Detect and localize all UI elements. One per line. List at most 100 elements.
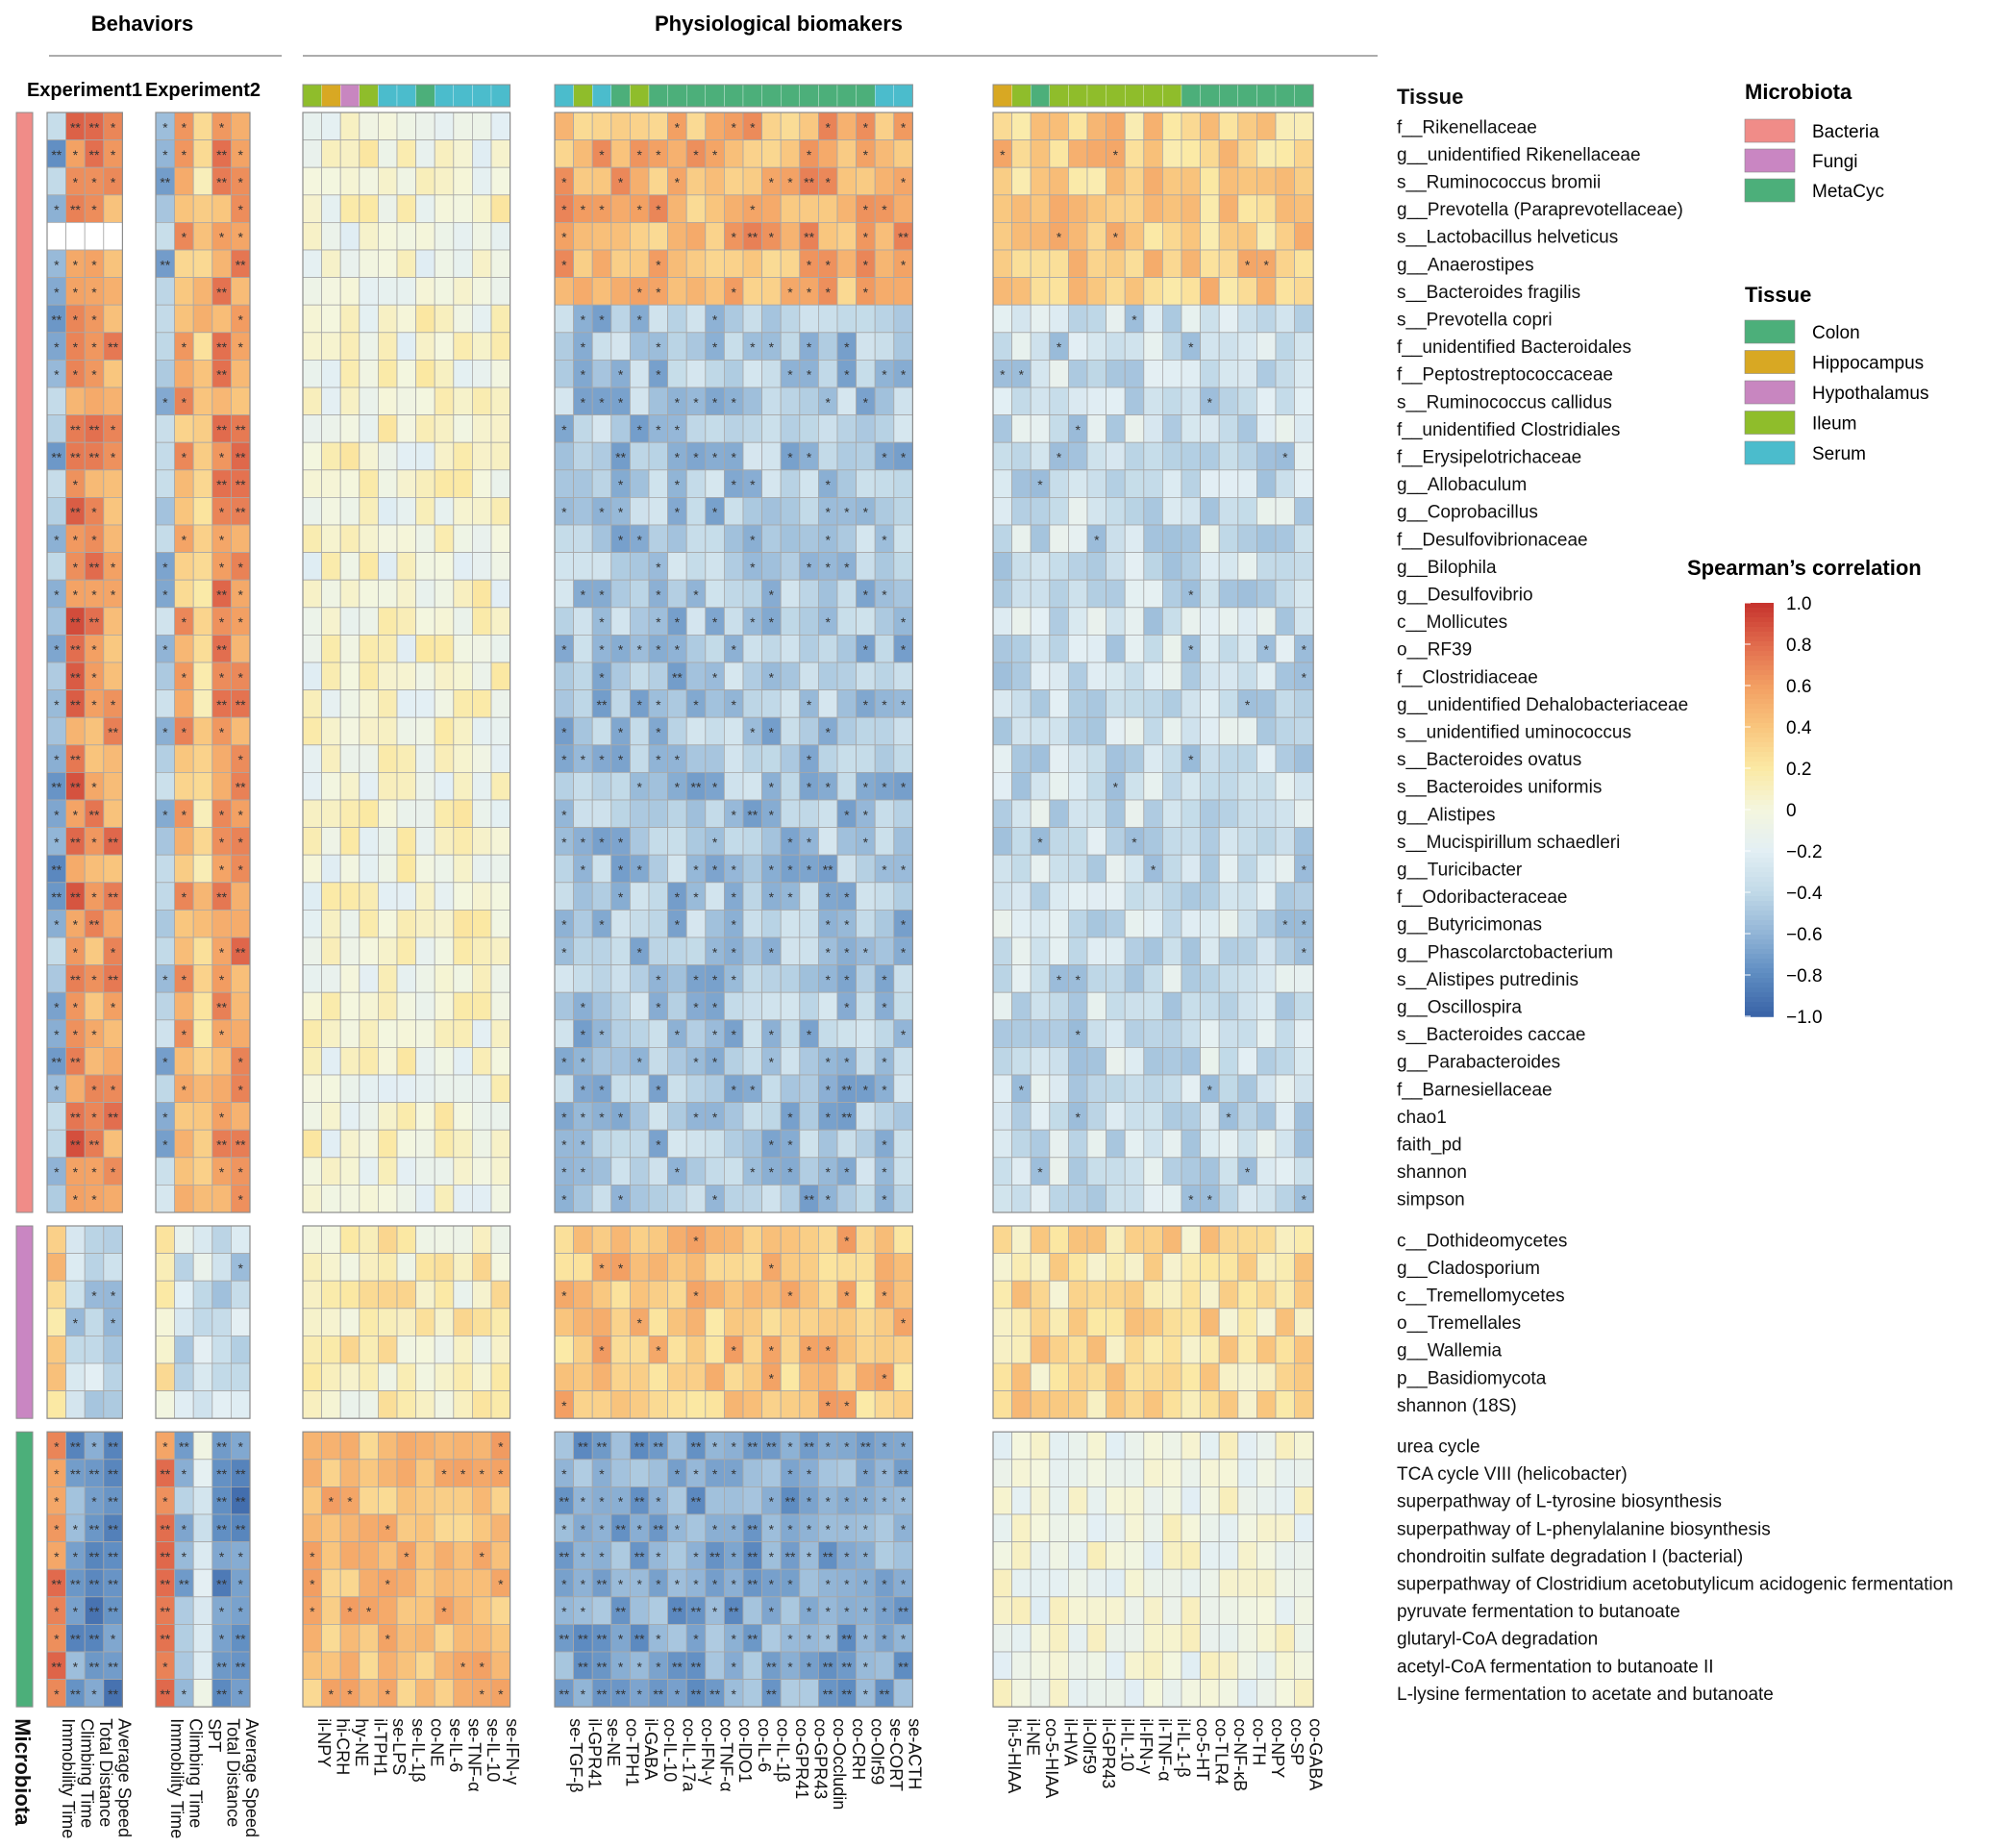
cell-2-1-48 [321,1459,341,1487]
cell-1-1-42 [174,1280,194,1310]
colorbar-segment [1745,766,1774,772]
sig-mark: ** [70,505,81,520]
sig-mark: * [1302,642,1307,658]
col-label: Average Speed [115,1718,135,1837]
row-label: g__Prevotella (Paraprevotellaceae) [1397,200,1683,220]
cell-4-8-48 [1143,1459,1163,1487]
sig-mark: * [863,697,869,712]
sig-mark: ** [597,1439,608,1455]
cell-3-14-33 [818,1019,838,1048]
cell-4-16-45 [1294,1362,1314,1392]
sig-mark: * [882,1632,887,1647]
sig-mark: * [162,560,168,575]
cell-4-9-40 [1162,1225,1182,1255]
cell-4-2-53 [1030,1596,1051,1625]
sig-mark: * [162,587,168,603]
cell-4-0-49 [992,1486,1013,1515]
cell-2-3-46 [359,1390,379,1419]
sig-mark: * [636,780,642,795]
cell-3-5-4 [648,221,669,251]
cell-4-0-39 [992,1185,1013,1213]
cell-4-4-41 [1068,1253,1088,1282]
sig-mark: * [863,1686,869,1702]
cell-2-6-4 [415,221,435,251]
sig-mark: * [441,1466,447,1482]
cell-2-4-10 [377,387,398,416]
cell-2-5-4 [396,221,417,251]
cell-4-12-27 [1218,854,1239,884]
cell-3-10-30 [742,936,763,966]
cell-3-8-17 [705,579,725,609]
cell-2-0-36 [302,1102,323,1131]
block-border [992,112,1314,1213]
cell-2-2-41 [339,1253,361,1282]
cell-2-10-3 [490,194,511,223]
cell-4-4-9 [1068,359,1088,388]
cell-3-18-7 [893,304,913,334]
cell-3-9-45 [724,1362,744,1392]
cell-3-10-21 [742,689,763,718]
cell-4-11-54 [1200,1624,1220,1653]
sig-mark: * [825,1192,831,1208]
cell-4-0-17 [992,579,1013,609]
cell-1-0-12 [155,441,176,471]
cell-2-2-44 [339,1336,361,1364]
cell-2-0-21 [302,689,323,718]
sig-mark: * [54,1604,60,1619]
cell-3-10-53 [742,1596,763,1625]
cell-3-17-30 [874,936,895,966]
cell-0-0-4 [46,221,67,251]
cell-2-1-39 [321,1185,341,1213]
cell-4-11-2 [1200,166,1220,196]
cell-3-10-40 [742,1225,763,1255]
cell-2-4-14 [377,497,398,526]
cell-4-13-41 [1237,1253,1257,1282]
cell-4-16-38 [1294,1157,1314,1186]
cell-3-2-16 [591,552,612,581]
cell-3-9-46 [724,1390,744,1419]
cell-2-2-42 [339,1280,361,1310]
cell-3-0-28 [554,882,575,911]
sig-mark: * [1075,1110,1081,1125]
cell-4-15-2 [1275,166,1296,196]
cell-4-10-3 [1181,194,1202,223]
cell-4-8-21 [1143,689,1163,718]
cell-3-5-26 [648,827,669,856]
cell-0-0-30 [46,936,67,966]
cell-4-6-9 [1106,359,1126,388]
cell-1-2-40 [192,1225,213,1255]
cell-2-7-28 [434,882,455,911]
cell-4-6-32 [1106,991,1126,1021]
sig-mark: * [54,1494,60,1510]
cell-4-15-10 [1275,387,1296,416]
cell-4-1-49 [1011,1486,1032,1515]
cell-4-10-42 [1181,1280,1202,1310]
cell-4-2-30 [1030,936,1051,966]
cell-4-3-19 [1049,635,1069,663]
sig-mark: ** [898,230,908,245]
row-label: s__Bacteroides ovatus [1397,750,1581,770]
cell-4-15-31 [1275,964,1296,993]
sig-mark: * [1188,339,1194,355]
sig-mark: ** [216,1439,227,1455]
cell-2-6-18 [415,607,435,636]
col-label: co-TH [1250,1718,1269,1765]
row-label: glutaryl-CoA degradation [1397,1630,1598,1650]
col-label: il-HVA [1061,1718,1081,1766]
cell-2-1-16 [321,552,341,581]
cell-4-8-54 [1143,1624,1163,1653]
cell-2-4-21 [377,689,398,718]
cell-4-6-28 [1106,882,1126,911]
cell-3-10-32 [742,991,763,1021]
cell-2-7-1 [434,139,455,168]
cell-4-5-29 [1086,910,1107,938]
cell-3-18-16 [893,552,913,581]
sig-mark: * [54,1632,60,1647]
sig-mark: * [219,725,225,740]
cell-3-6-30 [667,936,687,966]
cell-4-7-38 [1124,1157,1145,1186]
cell-2-8-1 [453,139,473,168]
sig-mark: * [599,1549,605,1564]
cell-4-13-34 [1237,1047,1257,1076]
sig-mark: * [581,367,586,383]
